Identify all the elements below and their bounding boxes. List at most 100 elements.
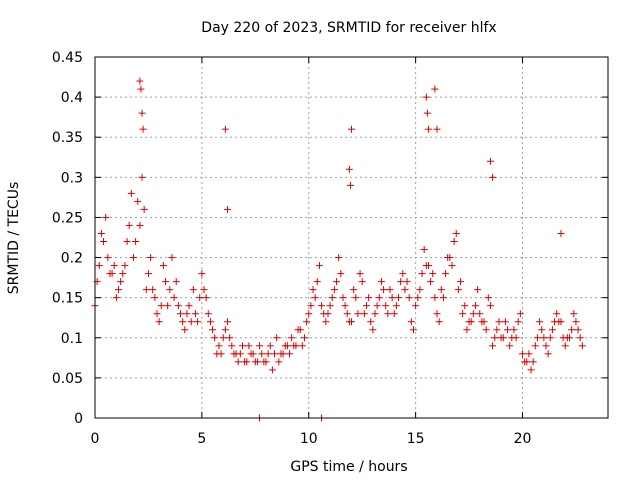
data-point: [221, 326, 229, 334]
data-point: [260, 358, 268, 366]
plot-frame: [94, 56, 609, 419]
data-point: [170, 294, 178, 302]
data-point: [356, 270, 364, 278]
data-point: [519, 350, 526, 358]
data-point: [196, 294, 204, 302]
data-point: [375, 294, 383, 302]
data-point: [555, 318, 563, 326]
data-point: [570, 310, 578, 318]
chart-title: Day 220 of 2023, SRMTID for receiver hlf…: [201, 20, 496, 36]
y-tick-label: 0: [74, 411, 83, 427]
y-tick-label: 0.2: [61, 251, 83, 267]
data-point: [204, 310, 212, 318]
data-point: [427, 278, 435, 286]
data-point: [533, 334, 541, 342]
data-point: [420, 246, 428, 254]
data-point: [266, 342, 274, 350]
data-point: [318, 302, 326, 310]
data-point: [187, 318, 195, 326]
data-point: [437, 286, 445, 294]
data-point: [333, 278, 341, 286]
data-point: [140, 205, 148, 213]
data-point: [377, 278, 385, 286]
data-point: [330, 286, 338, 294]
data-point: [277, 350, 285, 358]
data-point: [346, 181, 354, 189]
data-point: [459, 310, 467, 318]
data-point: [538, 326, 546, 334]
data-point: [512, 334, 520, 342]
y-tick-label: 0.4: [61, 90, 83, 106]
data-point: [486, 157, 494, 165]
data-point: [335, 254, 343, 262]
data-point: [290, 342, 298, 350]
data-point: [521, 358, 529, 366]
data-point: [493, 326, 501, 334]
data-point: [506, 342, 514, 350]
data-point: [322, 318, 330, 326]
data-point: [157, 302, 165, 310]
data-point: [367, 318, 375, 326]
data-point: [531, 342, 539, 350]
data-point: [463, 326, 471, 334]
data-point: [424, 125, 432, 133]
data-point: [416, 286, 424, 294]
data-point: [251, 358, 259, 366]
data-point: [238, 342, 246, 350]
data-point: [469, 310, 477, 318]
y-tick-label: 0.45: [52, 50, 83, 66]
data-point: [147, 254, 155, 262]
data-point: [144, 270, 152, 278]
data-point: [341, 302, 349, 310]
data-point: [546, 334, 554, 342]
data-point: [444, 254, 452, 262]
data-point: [268, 366, 276, 374]
data-point: [527, 366, 535, 374]
data-point: [412, 302, 420, 310]
y-tick-label: 0.15: [52, 291, 83, 307]
data-point: [414, 294, 422, 302]
data-point: [121, 262, 129, 270]
data-point: [548, 326, 556, 334]
data-point: [501, 318, 509, 326]
data-point: [495, 318, 503, 326]
data-point: [112, 294, 120, 302]
data-points: [91, 77, 586, 422]
data-point: [298, 342, 306, 350]
data-point: [123, 238, 131, 246]
data-point: [572, 318, 580, 326]
data-point: [348, 125, 355, 133]
data-point: [388, 294, 396, 302]
data-point: [172, 278, 180, 286]
data-point: [422, 93, 430, 101]
data-point: [119, 270, 127, 278]
data-point: [194, 318, 202, 326]
data-point: [315, 262, 323, 270]
data-point: [433, 125, 441, 133]
data-point: [435, 318, 443, 326]
x-tick-label: 5: [197, 431, 206, 447]
data-point: [106, 270, 114, 278]
y-tick-label: 0.35: [52, 130, 83, 146]
data-point: [100, 238, 108, 246]
data-point: [360, 310, 368, 318]
y-tick-label: 0.3: [61, 170, 83, 186]
data-point: [136, 221, 144, 229]
data-point: [352, 294, 360, 302]
data-point: [536, 318, 544, 326]
data-point: [303, 318, 311, 326]
data-point: [324, 310, 332, 318]
x-tick-label: 15: [407, 431, 425, 447]
data-point: [281, 342, 289, 350]
data-point: [313, 278, 321, 286]
data-point: [499, 334, 507, 342]
data-point: [369, 326, 377, 334]
data-point: [418, 270, 426, 278]
data-point: [407, 318, 415, 326]
data-point: [431, 294, 439, 302]
data-point: [256, 342, 264, 350]
data-point: [544, 350, 552, 358]
data-point: [115, 286, 123, 294]
data-point: [181, 326, 189, 334]
